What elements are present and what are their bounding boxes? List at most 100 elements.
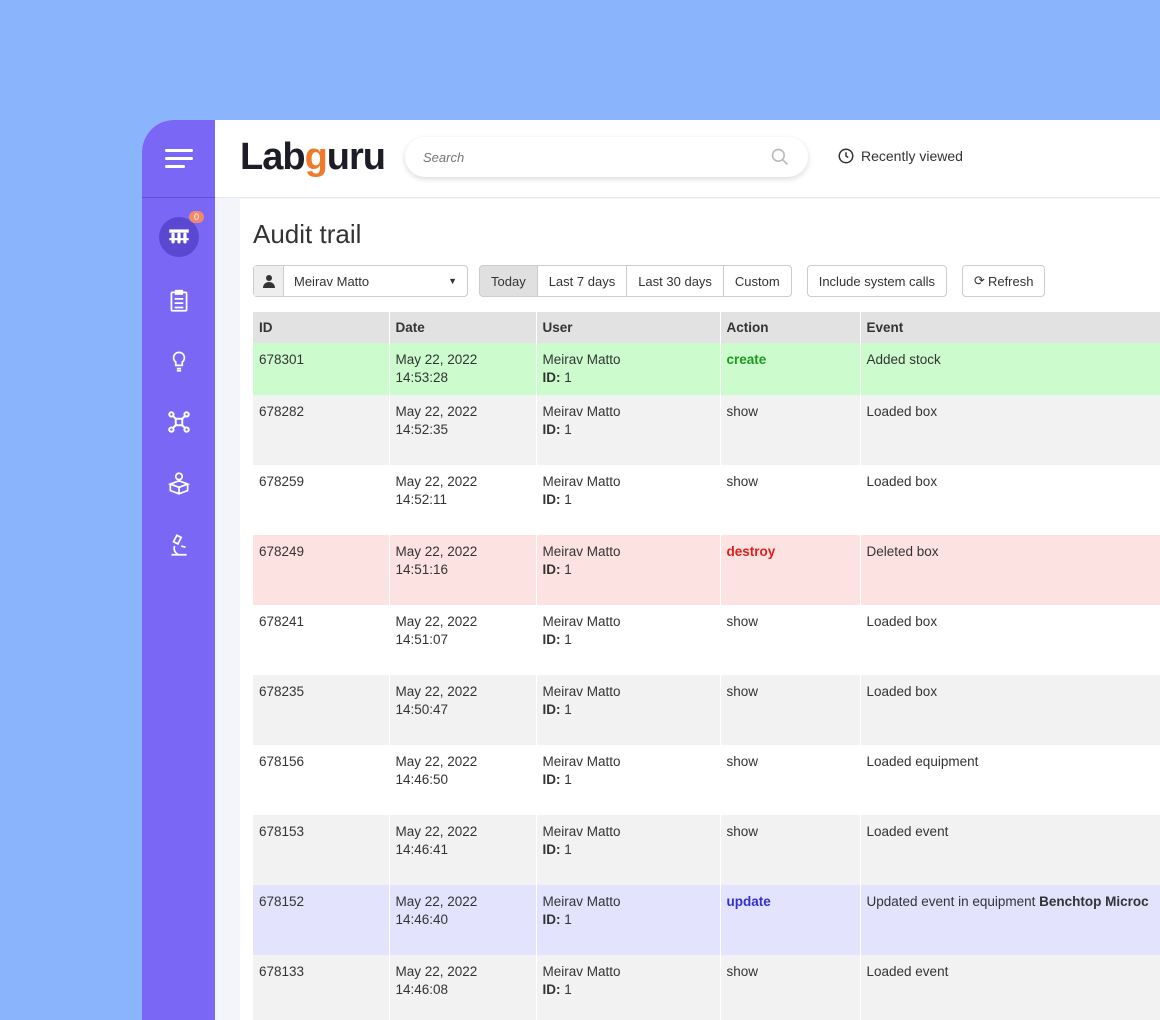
event-text: Added stock: [866, 352, 941, 367]
cell-date: May 22, 2022 14:51:16: [389, 535, 537, 605]
column-header-id[interactable]: ID: [253, 312, 390, 343]
date-line: May 22, 2022: [395, 824, 478, 839]
cell-date: May 22, 2022 14:51:07: [389, 605, 537, 675]
event-text: Loaded event: [866, 964, 949, 979]
cell-event: Loaded box: [860, 675, 1160, 745]
event-text: Deleted box: [866, 544, 939, 559]
cell-id: 678282: [253, 395, 390, 465]
user-icon: [262, 275, 275, 288]
refresh-icon: ⟳: [974, 273, 985, 288]
range-30-days-button[interactable]: Last 30 days: [626, 265, 724, 297]
column-header-user[interactable]: User: [536, 312, 721, 343]
table-row[interactable]: 678282 May 22, 2022 14:52:35 Meirav Matto…: [253, 395, 1160, 465]
event-object[interactable]: Benchtop Microc: [1039, 894, 1149, 909]
table-row[interactable]: 678259 May 22, 2022 14:52:11 Meirav Matt…: [253, 465, 1160, 535]
column-header-action[interactable]: Action: [720, 312, 861, 343]
cell-date: May 22, 2022 14:46:08: [389, 955, 537, 1020]
user-id: 1: [564, 842, 572, 857]
cell-action: create: [720, 343, 861, 395]
cell-user: Meirav Matto ID: 1: [536, 745, 721, 815]
range-7-days-button[interactable]: Last 7 days: [536, 265, 628, 297]
cell-id: 678241: [253, 605, 390, 675]
cell-user: Meirav Matto ID: 1: [536, 605, 721, 675]
user-id-label: ID:: [542, 982, 561, 997]
cell-action: update: [720, 885, 861, 955]
search-input[interactable]: [423, 149, 770, 165]
column-header-date[interactable]: Date: [389, 312, 537, 343]
cell-id: 678133: [253, 955, 390, 1020]
table-row[interactable]: 678156 May 22, 2022 14:46:50 Meirav Matto…: [253, 745, 1160, 815]
user-id-label: ID:: [542, 422, 561, 437]
cell-id: 678249: [253, 535, 390, 605]
filter-toolbar: Meirav Matto ▼ Today Last 7 days Last 30 …: [253, 265, 1061, 297]
table-row[interactable]: 678241 May 22, 2022 14:51:07 Meirav Matto…: [253, 605, 1160, 675]
sidebar-item-tasks[interactable]: [142, 288, 215, 314]
event-text: Loaded box: [866, 474, 938, 489]
time-line: 14:46:40: [395, 912, 449, 927]
network-icon: [167, 411, 190, 433]
cell-id: 678235: [253, 675, 390, 745]
user-id-label: ID:: [542, 912, 561, 927]
cell-event: Loaded box: [860, 395, 1160, 465]
time-line: 14:53:28: [395, 370, 449, 385]
table-row[interactable]: 678133 May 22, 2022 14:46:08 Meirav Matto…: [253, 955, 1160, 1020]
refresh-label: Refresh: [987, 273, 1034, 289]
table-row[interactable]: 678152 May 22, 2022 14:46:40 Meirav Matto…: [253, 885, 1160, 955]
sidebar-item-ideas[interactable]: [142, 348, 215, 374]
recently-viewed-label: Recently viewed: [861, 148, 963, 164]
date-line: May 22, 2022: [395, 404, 478, 419]
cell-action: destroy: [720, 535, 861, 605]
lightbulb-icon: [172, 351, 185, 372]
range-custom-button[interactable]: Custom: [722, 265, 792, 297]
user-id-label: ID:: [542, 370, 561, 385]
sidebar-item-network[interactable]: [142, 409, 215, 435]
audit-table: ID Date User Action Event 678301 May 22,…: [253, 312, 1160, 1020]
cell-user: Meirav Matto ID: 1: [536, 675, 721, 745]
include-system-calls-button[interactable]: Include system calls: [806, 265, 948, 297]
labguru-logo[interactable]: Labguru: [240, 136, 386, 178]
recently-viewed-button[interactable]: Recently viewed: [837, 147, 963, 165]
sidebar-item-equipment[interactable]: [142, 532, 215, 558]
user-id: 1: [564, 772, 572, 787]
cell-date: May 22, 2022 14:46:41: [389, 815, 537, 885]
table-row[interactable]: 678153 May 22, 2022 14:46:41 Meirav Matto…: [253, 815, 1160, 885]
cell-event: Updated event in equipment Benchtop Micr…: [860, 885, 1160, 955]
table-row[interactable]: 678249 May 22, 2022 14:51:16 Meirav Matt…: [253, 535, 1160, 605]
notification-badge: 0: [189, 211, 205, 223]
user-id: 1: [564, 562, 572, 577]
user-id: 1: [564, 370, 572, 385]
column-header-event[interactable]: Event: [860, 312, 1160, 343]
menu-icon[interactable]: [164, 144, 193, 173]
cell-action: show: [720, 815, 861, 885]
cell-action: show: [720, 395, 861, 465]
search-icon[interactable]: [770, 147, 790, 167]
user-id-label: ID:: [542, 772, 561, 787]
date-line: May 22, 2022: [395, 684, 478, 699]
table-row[interactable]: 678301 May 22, 2022 14:53:28 Meirav Matto…: [253, 343, 1160, 395]
refresh-button[interactable]: ⟳ Refresh: [962, 265, 1046, 297]
date-line: May 22, 2022: [395, 614, 478, 629]
date-line: May 22, 2022: [395, 894, 478, 909]
caret-down-icon: ▼: [448, 276, 457, 286]
sidebar-item-storage[interactable]: [142, 470, 215, 496]
user-id: 1: [564, 982, 572, 997]
range-today-button[interactable]: Today: [479, 265, 538, 297]
user-select[interactable]: Meirav Matto ▼: [253, 265, 468, 297]
user-id-label: ID:: [542, 492, 561, 507]
date-line: May 22, 2022: [395, 352, 478, 367]
user-id: 1: [564, 912, 572, 927]
clipboard-icon: [170, 289, 187, 312]
event-text: Updated event in equipment: [866, 894, 1040, 909]
microscope-icon: [170, 534, 187, 556]
user-id: 1: [564, 422, 572, 437]
time-line: 14:46:50: [395, 772, 449, 787]
user-name: Meirav Matto: [542, 352, 621, 367]
event-text: Loaded box: [866, 614, 938, 629]
page-title: Audit trail: [253, 219, 362, 249]
cell-date: May 22, 2022 14:46:50: [389, 745, 537, 815]
table-row[interactable]: 678235 May 22, 2022 14:50:47 Meirav Matto…: [253, 675, 1160, 745]
sidebar-item-inventory[interactable]: 0: [142, 211, 215, 257]
cell-id: 678259: [253, 465, 390, 535]
search-bar[interactable]: [405, 137, 808, 177]
selected-user: Meirav Matto: [294, 273, 370, 289]
